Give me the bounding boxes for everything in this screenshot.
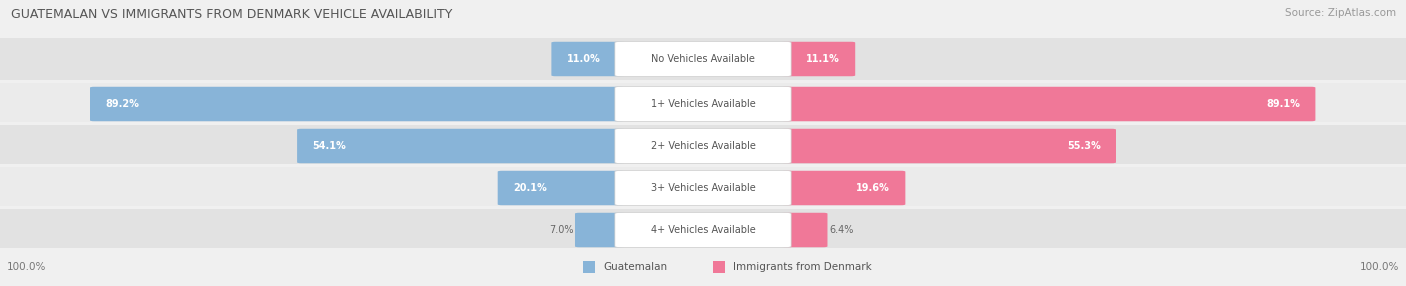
- Text: 7.0%: 7.0%: [550, 225, 574, 235]
- Text: 55.3%: 55.3%: [1067, 141, 1101, 151]
- Text: 11.0%: 11.0%: [567, 54, 600, 64]
- FancyBboxPatch shape: [297, 129, 624, 163]
- Text: 4+ Vehicles Available: 4+ Vehicles Available: [651, 225, 755, 235]
- Text: 89.2%: 89.2%: [105, 99, 139, 109]
- Text: 54.1%: 54.1%: [312, 141, 346, 151]
- Text: 6.4%: 6.4%: [830, 225, 853, 235]
- Text: Guatemalan: Guatemalan: [603, 262, 668, 272]
- Text: 11.1%: 11.1%: [806, 54, 839, 64]
- FancyBboxPatch shape: [575, 213, 624, 247]
- Text: 19.6%: 19.6%: [856, 183, 890, 193]
- Bar: [0, 209, 1406, 248]
- FancyBboxPatch shape: [782, 42, 855, 76]
- Text: 100.0%: 100.0%: [7, 262, 46, 272]
- Bar: [0, 125, 1406, 164]
- Text: 2+ Vehicles Available: 2+ Vehicles Available: [651, 141, 755, 151]
- Bar: [0, 122, 1406, 125]
- Text: 1+ Vehicles Available: 1+ Vehicles Available: [651, 99, 755, 109]
- Text: Immigrants from Denmark: Immigrants from Denmark: [734, 262, 872, 272]
- FancyBboxPatch shape: [782, 87, 1316, 121]
- Bar: [0, 80, 1406, 83]
- FancyBboxPatch shape: [782, 129, 1116, 163]
- FancyBboxPatch shape: [782, 171, 905, 205]
- FancyBboxPatch shape: [782, 213, 828, 247]
- Bar: [0, 164, 1406, 167]
- FancyBboxPatch shape: [498, 171, 624, 205]
- Bar: [0, 83, 1406, 122]
- Text: 3+ Vehicles Available: 3+ Vehicles Available: [651, 183, 755, 193]
- Bar: [0, 206, 1406, 209]
- FancyBboxPatch shape: [614, 212, 792, 247]
- FancyBboxPatch shape: [614, 170, 792, 206]
- FancyBboxPatch shape: [713, 261, 725, 273]
- Bar: [0, 167, 1406, 206]
- Text: No Vehicles Available: No Vehicles Available: [651, 54, 755, 64]
- FancyBboxPatch shape: [614, 128, 792, 164]
- FancyBboxPatch shape: [614, 86, 792, 122]
- Text: 89.1%: 89.1%: [1265, 99, 1301, 109]
- FancyBboxPatch shape: [583, 261, 595, 273]
- Text: 100.0%: 100.0%: [1360, 262, 1399, 272]
- Bar: [0, 38, 1406, 80]
- FancyBboxPatch shape: [614, 41, 792, 77]
- Text: GUATEMALAN VS IMMIGRANTS FROM DENMARK VEHICLE AVAILABILITY: GUATEMALAN VS IMMIGRANTS FROM DENMARK VE…: [11, 8, 453, 21]
- FancyBboxPatch shape: [90, 87, 624, 121]
- FancyBboxPatch shape: [551, 42, 624, 76]
- Text: 20.1%: 20.1%: [513, 183, 547, 193]
- Text: Source: ZipAtlas.com: Source: ZipAtlas.com: [1285, 8, 1396, 18]
